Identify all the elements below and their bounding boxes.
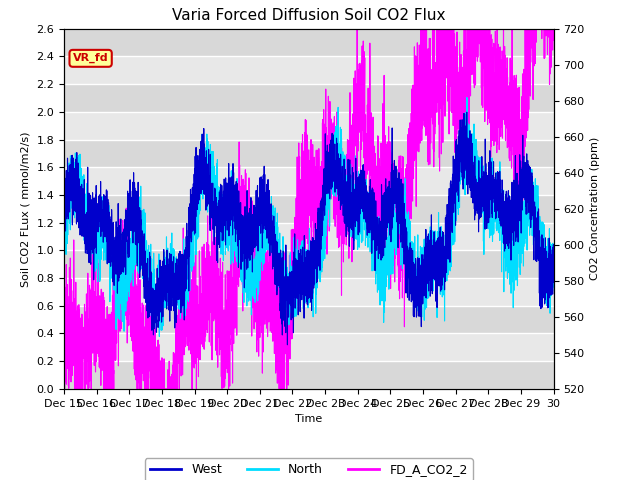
FD_A_CO2_2 bbox=[418, 22, 426, 28]
Bar bbox=[64, 278, 554, 306]
Bar bbox=[64, 223, 554, 251]
North bbox=[156, 334, 163, 339]
North bbox=[291, 234, 298, 240]
Y-axis label: CO2 Concentration (ppm): CO2 Concentration (ppm) bbox=[590, 137, 600, 280]
West bbox=[446, 211, 454, 216]
Bar bbox=[64, 112, 554, 140]
Text: VR_fd: VR_fd bbox=[73, 53, 108, 63]
Line: West: West bbox=[64, 112, 554, 345]
West bbox=[148, 314, 156, 320]
Bar bbox=[64, 57, 554, 84]
West bbox=[463, 109, 470, 115]
FD_A_CO2_2 bbox=[148, 343, 156, 348]
North bbox=[550, 274, 557, 280]
North bbox=[60, 234, 68, 240]
FD_A_CO2_2 bbox=[60, 297, 68, 302]
North bbox=[419, 282, 426, 288]
North bbox=[391, 212, 399, 218]
West bbox=[60, 198, 68, 204]
Bar bbox=[64, 195, 554, 223]
North bbox=[148, 271, 156, 277]
FD_A_CO2_2 bbox=[61, 386, 68, 392]
Title: Varia Forced Diffusion Soil CO2 Flux: Varia Forced Diffusion Soil CO2 Flux bbox=[172, 9, 445, 24]
Bar bbox=[64, 361, 554, 389]
Bar bbox=[64, 84, 554, 112]
Y-axis label: Soil CO2 FLux ( mmol/m2/s): Soil CO2 FLux ( mmol/m2/s) bbox=[21, 131, 31, 287]
North bbox=[446, 216, 454, 221]
Line: North: North bbox=[64, 97, 554, 336]
FD_A_CO2_2 bbox=[446, 50, 454, 56]
West bbox=[391, 201, 399, 206]
FD_A_CO2_2 bbox=[391, 210, 399, 216]
Bar bbox=[64, 306, 554, 334]
West bbox=[284, 342, 291, 348]
West bbox=[419, 268, 426, 274]
FD_A_CO2_2 bbox=[291, 233, 298, 239]
Bar bbox=[64, 251, 554, 278]
FD_A_CO2_2 bbox=[549, 29, 557, 35]
Bar bbox=[64, 29, 554, 57]
Bar bbox=[64, 167, 554, 195]
West bbox=[550, 265, 557, 271]
North bbox=[549, 284, 557, 290]
Bar bbox=[64, 140, 554, 167]
North bbox=[463, 95, 470, 100]
West bbox=[549, 244, 557, 250]
West bbox=[291, 264, 298, 270]
X-axis label: Time: Time bbox=[295, 414, 323, 424]
Legend: West, North, FD_A_CO2_2: West, North, FD_A_CO2_2 bbox=[145, 458, 473, 480]
Line: FD_A_CO2_2: FD_A_CO2_2 bbox=[64, 25, 554, 389]
FD_A_CO2_2 bbox=[419, 77, 426, 83]
FD_A_CO2_2 bbox=[550, 37, 557, 43]
Bar bbox=[64, 334, 554, 361]
